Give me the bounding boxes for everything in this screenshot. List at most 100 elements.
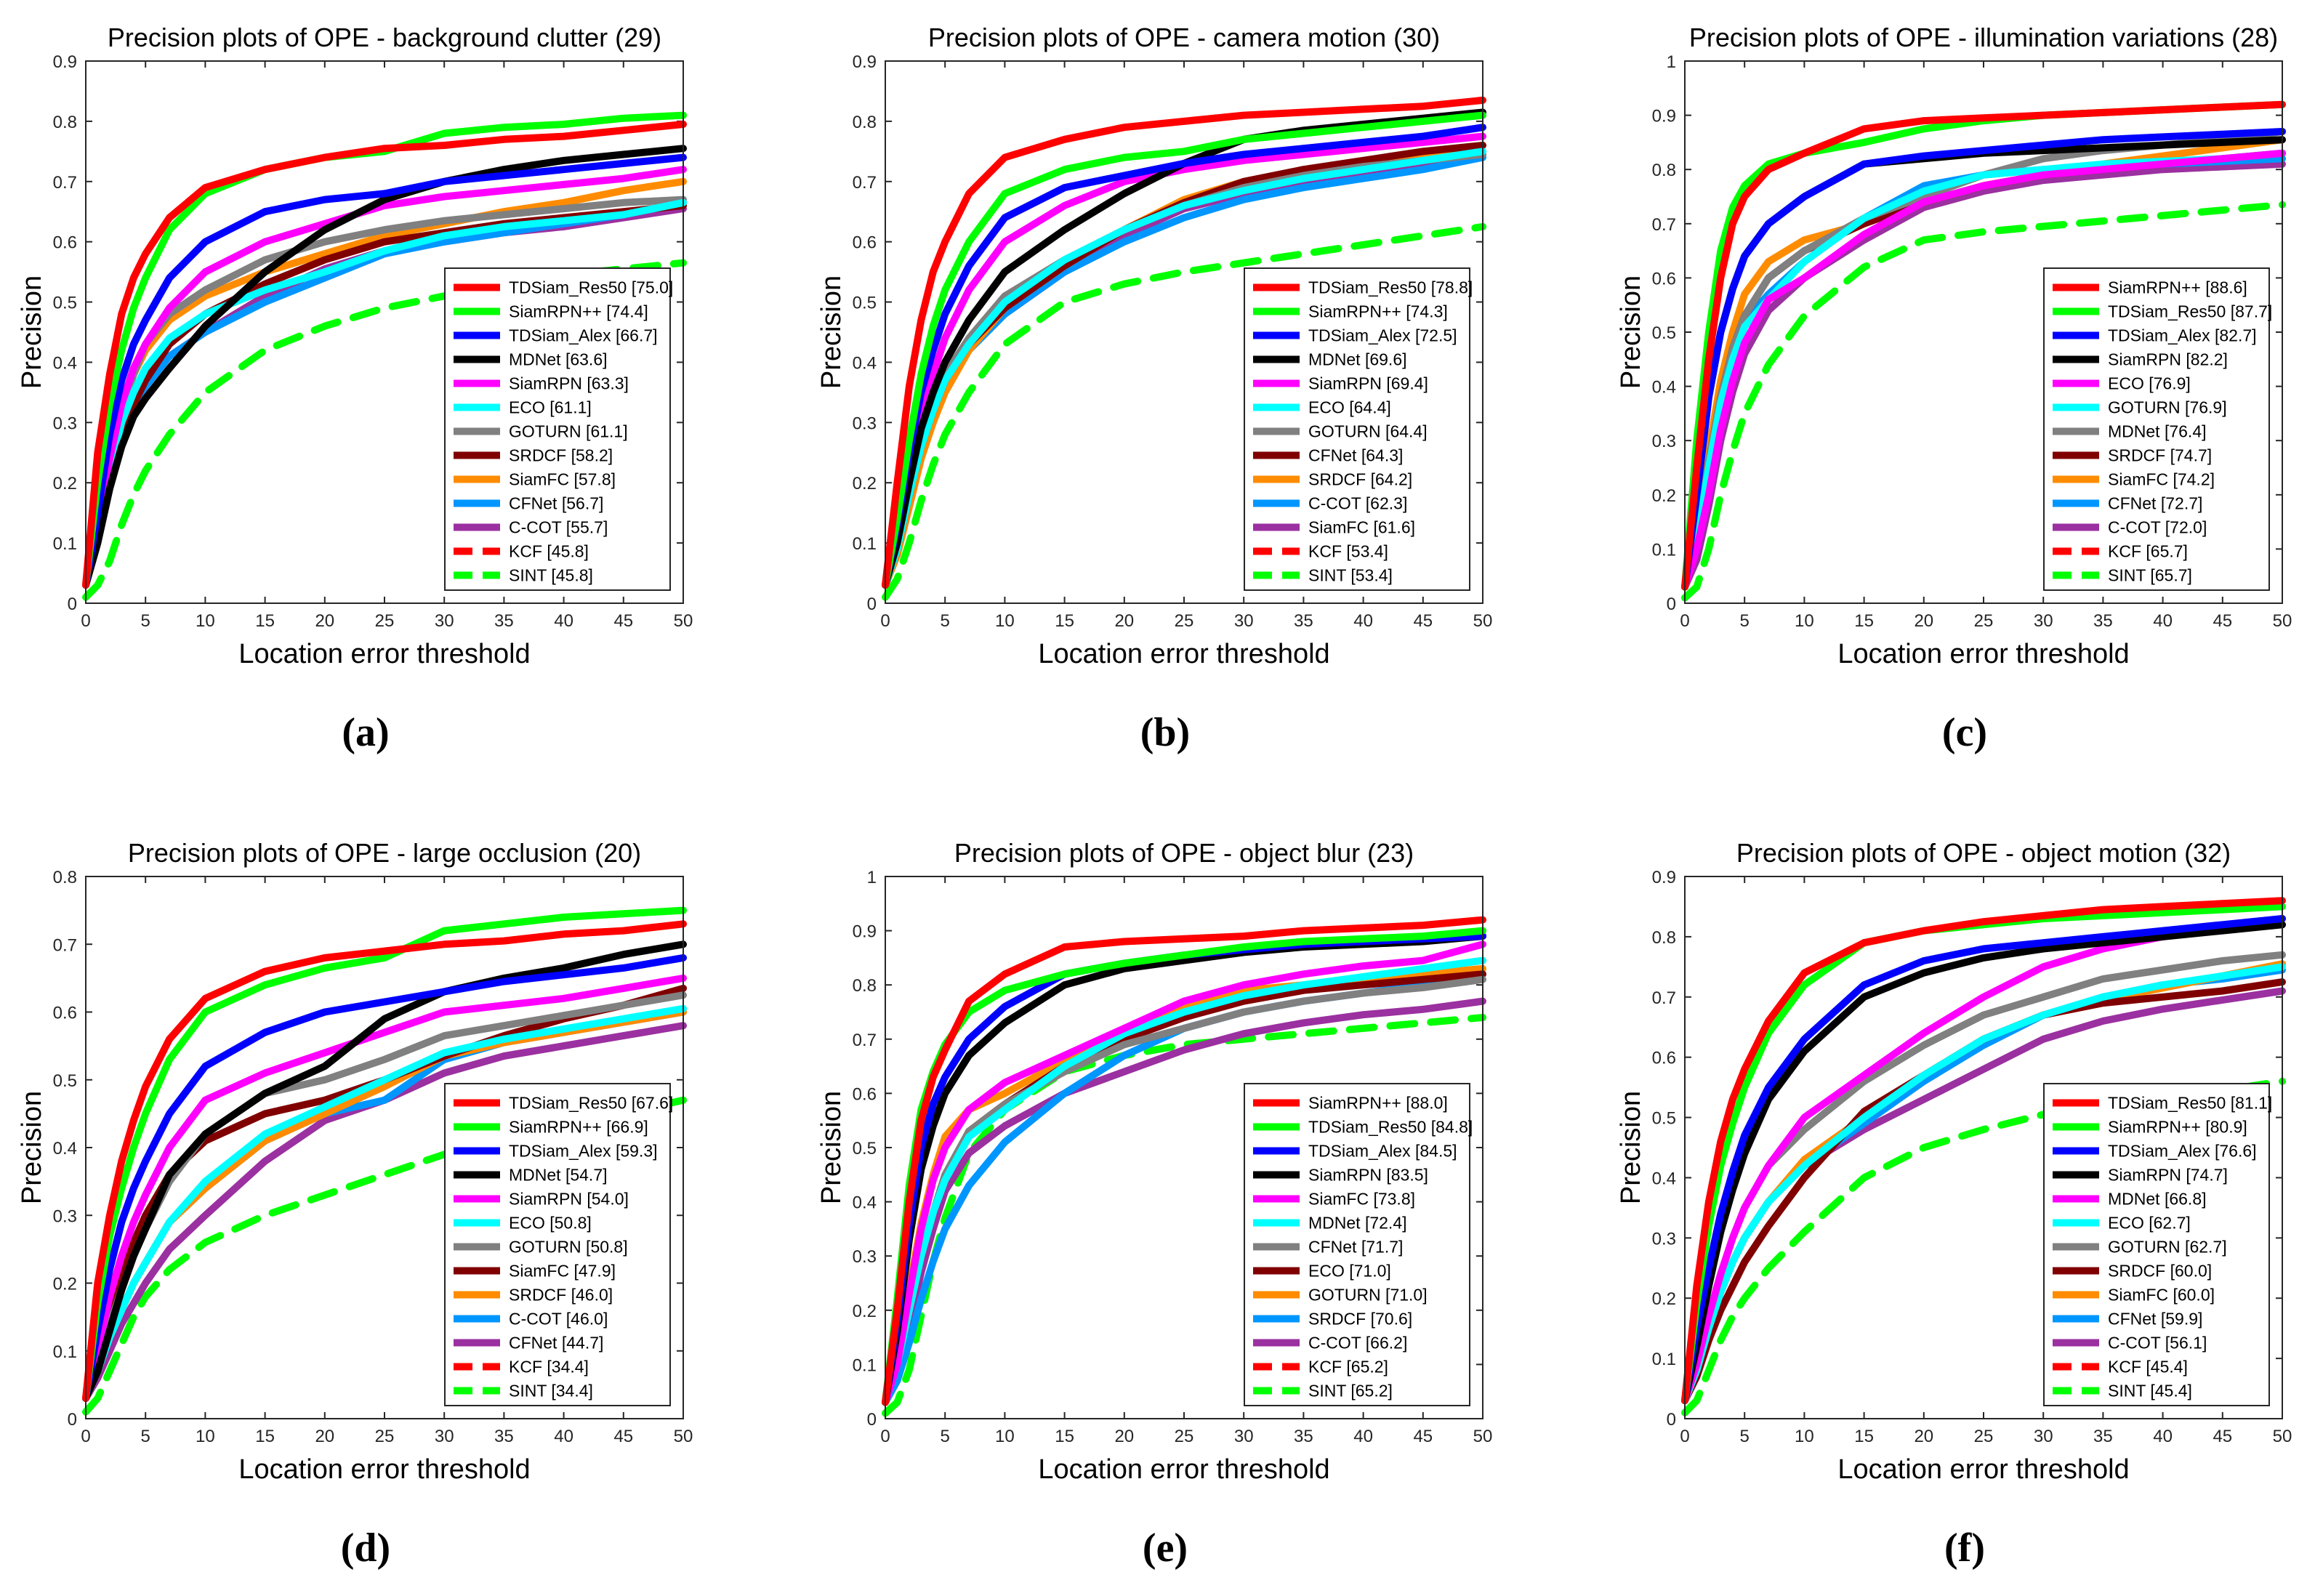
x-tick-label: 20: [315, 1427, 334, 1446]
plot-frame: [85, 876, 684, 1419]
y-axis-label: Precision: [17, 275, 47, 389]
plot-frame: [1684, 876, 2283, 1419]
x-tick-label: 5: [1740, 1427, 1750, 1446]
x-tick-label: 30: [1234, 1427, 1254, 1446]
series-line: [882, 940, 1486, 1406]
x-tick-label: 40: [554, 611, 573, 631]
series-group: [82, 906, 687, 1416]
legend-entry: CFNet [72.7]: [2108, 494, 2202, 513]
series-line: [1681, 963, 2286, 1405]
x-tick-label: 20: [1914, 611, 1933, 631]
y-tick-label: 0.3: [53, 1206, 77, 1226]
series-line: [82, 1004, 687, 1402]
legend-entry: SiamRPN++ [88.6]: [2108, 278, 2247, 297]
series-line: [1681, 897, 2286, 1405]
legend-entry: KCF [53.4]: [1308, 542, 1388, 561]
y-tick-label: 0: [68, 1410, 77, 1430]
x-tick-label: 50: [1473, 1427, 1493, 1446]
y-tick-label: 0.6: [853, 233, 877, 253]
x-tick-label: 30: [2034, 611, 2053, 631]
y-tick-label: 0.9: [1652, 868, 1676, 887]
y-tick-label: 0: [1667, 595, 1676, 614]
legend-entry: TDSiam_Res50 [67.6]: [509, 1094, 673, 1113]
legend-entry: KCF [34.4]: [509, 1358, 589, 1377]
panel-label: (a): [342, 710, 389, 755]
chart-title: Precision plots of OPE - object blur (23…: [954, 838, 1414, 868]
x-tick-label: 5: [141, 611, 150, 631]
legend-entry: SiamFC [73.8]: [1308, 1190, 1415, 1209]
y-tick-label: 0.7: [53, 935, 77, 955]
chart-title: Precision plots of OPE - large occlusion…: [128, 838, 641, 868]
legend-entry: GOTURN [76.9]: [2108, 398, 2227, 417]
legend-entry: SiamFC [47.9]: [509, 1262, 616, 1281]
y-tick-label: 0.5: [853, 294, 877, 313]
y-tick-label: 0.5: [1652, 1109, 1676, 1129]
legend-entry: TDSiam_Alex [82.7]: [2108, 326, 2257, 345]
legend-entry: SINT [65.2]: [1308, 1382, 1393, 1400]
x-tick-label: 0: [1680, 611, 1689, 631]
y-tick-label: 0.1: [1652, 1350, 1676, 1369]
legend-entry: TDSiam_Alex [59.3]: [509, 1142, 658, 1161]
y-tick-label: 0.7: [1652, 215, 1676, 235]
y-tick-label: 0.9: [53, 52, 77, 72]
x-tick-label: 25: [375, 611, 395, 631]
legend-entry: SRDCF [70.6]: [1308, 1310, 1412, 1329]
series-line: [1681, 100, 2286, 591]
y-tick-label: 0.5: [53, 294, 77, 313]
x-axis-label: Location error threshold: [1038, 639, 1329, 669]
y-tick-label: 0.3: [853, 414, 877, 433]
legend-entry: TDSiam_Res50 [87.7]: [2108, 302, 2272, 321]
series-line: [82, 1022, 687, 1402]
y-tick-label: 0.7: [53, 173, 77, 193]
legend-entry: SiamRPN++ [74.4]: [509, 302, 648, 321]
panel-label: (e): [1143, 1526, 1188, 1571]
y-tick-label: 1: [1667, 52, 1676, 72]
x-tick-label: 25: [1974, 1427, 1994, 1446]
y-tick-label: 0: [867, 1410, 877, 1430]
legend-entry: GOTURN [50.8]: [509, 1238, 628, 1257]
legend-entry: SiamFC [74.2]: [2108, 470, 2215, 489]
legend-entry: TDSiam_Alex [66.7]: [509, 326, 658, 345]
x-tick-label: 35: [494, 611, 514, 631]
legend: TDSiam_Res50 [78.8] SiamRPN++ [74.3] TDSia…: [1244, 267, 1473, 591]
series-line: [82, 166, 687, 589]
legend-entry: TDSiam_Alex [76.6]: [2108, 1142, 2257, 1161]
x-tick-label: 0: [1680, 1427, 1689, 1446]
series-line: [1681, 149, 2286, 591]
legend-entry: CFNet [71.7]: [1308, 1238, 1403, 1257]
x-tick-label: 15: [1854, 611, 1874, 631]
x-tick-label: 45: [613, 611, 633, 631]
x-axis-label: Location error threshold: [238, 639, 530, 669]
series-line: [82, 954, 687, 1402]
x-axis-label: Location error threshold: [1837, 639, 2129, 669]
chart-panel-d: Precision plots of OPE - large occlusion…: [17, 838, 693, 1571]
series-line: [82, 153, 687, 589]
series-line: [1681, 921, 2286, 1405]
legend-entry: SRDCF [58.2]: [509, 446, 613, 465]
y-tick-label: 0.2: [53, 1275, 77, 1294]
legend-entry: C-COT [55.7]: [509, 518, 608, 537]
x-tick-label: 10: [995, 611, 1015, 631]
x-tick-label: 10: [1795, 611, 1814, 631]
x-tick-label: 25: [1974, 611, 1994, 631]
x-tick-label: 50: [674, 611, 693, 631]
legend-entry: KCF [65.2]: [1308, 1358, 1388, 1377]
chart-title: Precision plots of OPE - object motion (…: [1736, 838, 2231, 868]
y-tick-label: 0.4: [853, 353, 877, 373]
chart-panel-b: Precision plots of OPE - camera motion (…: [816, 23, 1492, 755]
y-axis-label: Precision: [1616, 275, 1646, 389]
x-tick-label: 25: [1175, 1427, 1194, 1446]
x-tick-label: 35: [494, 1427, 514, 1446]
y-axis-label: Precision: [17, 1091, 47, 1204]
x-tick-label: 50: [674, 1427, 693, 1446]
legend-entry: SiamRPN [63.3]: [509, 374, 629, 393]
x-tick-label: 35: [1294, 1427, 1313, 1446]
y-axis-label: Precision: [816, 275, 847, 389]
y-tick-label: 0.4: [1652, 378, 1676, 398]
y-tick-label: 0: [68, 595, 77, 614]
legend-entry: MDNet [66.8]: [2108, 1190, 2207, 1209]
x-tick-label: 0: [81, 611, 90, 631]
x-tick-label: 5: [941, 1427, 950, 1446]
legend-entry: SINT [53.4]: [1308, 566, 1393, 585]
series-group: [82, 111, 687, 601]
